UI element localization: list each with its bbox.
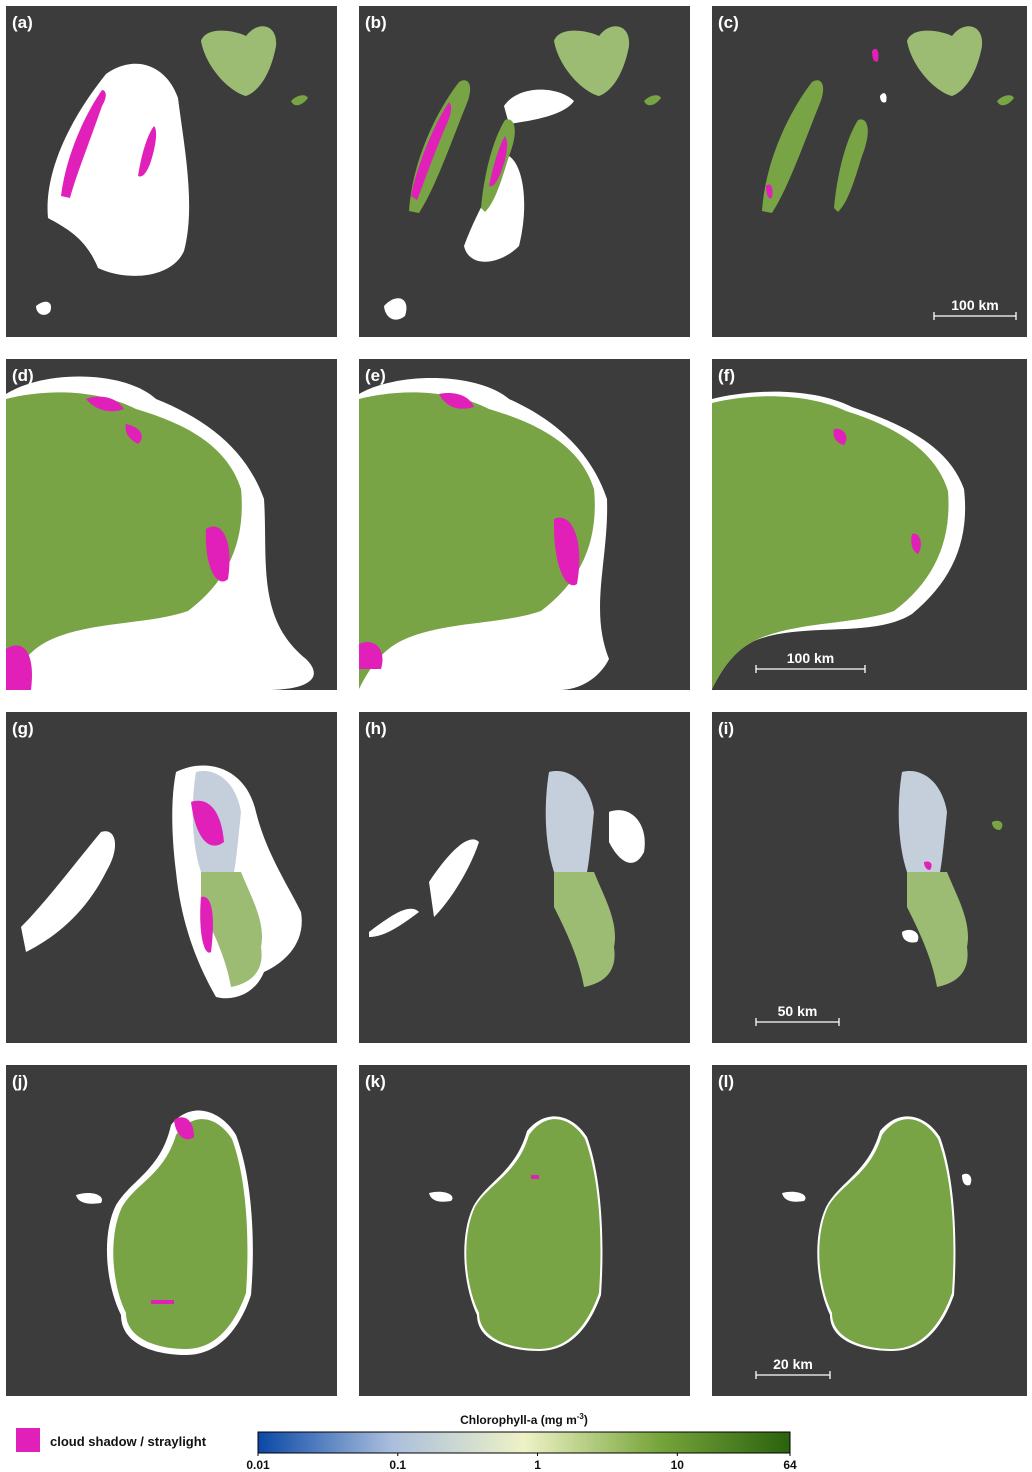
straylight-patch	[151, 1300, 174, 1304]
panel-label: (k)	[365, 1072, 386, 1091]
colorbar-tick-label: 10	[671, 1458, 685, 1472]
colorbar	[258, 1432, 790, 1453]
scale-bar-label: 50 km	[778, 1003, 818, 1019]
scale-bar-label: 100 km	[787, 650, 834, 666]
panel: (l) 20 km	[712, 1065, 1027, 1396]
panel-label: (j)	[12, 1072, 28, 1091]
panel: (k)	[359, 1065, 690, 1396]
panel: (d)	[6, 359, 337, 690]
panel-label: (a)	[12, 13, 33, 32]
panel-label: (d)	[12, 366, 34, 385]
scale-bar-label: 20 km	[773, 1356, 813, 1372]
panel: (i) 50 km	[712, 712, 1027, 1043]
panel-label: (b)	[365, 13, 387, 32]
colorbar-tick-label: 1	[534, 1458, 541, 1472]
panel-label: (e)	[365, 366, 386, 385]
legend-swatch	[16, 1428, 40, 1452]
panel-background	[6, 712, 337, 1043]
straylight-patch	[531, 1175, 539, 1179]
panel-label: (c)	[718, 13, 739, 32]
colorbar-tick-label: 0.01	[246, 1458, 270, 1472]
colorbar-title-part: Chlorophyll-a (mg m	[460, 1413, 577, 1427]
colorbar-title: Chlorophyll-a (mg m-3)	[460, 1412, 588, 1427]
panel-label: (g)	[12, 719, 34, 738]
panel: (j)	[6, 1065, 337, 1396]
legend-label: cloud shadow / straylight	[50, 1434, 207, 1449]
colorbar-title-part: )	[584, 1413, 588, 1427]
panel-background	[359, 6, 690, 337]
colorbar-tick-label: 64	[783, 1458, 797, 1472]
panel: (b)	[359, 6, 690, 337]
panel: (h)	[359, 712, 690, 1043]
panel: (f) 100 km	[712, 359, 1027, 690]
panel: (a)	[6, 6, 337, 337]
panel: (g)	[6, 712, 337, 1043]
figure: (a) (b) (c) 100 km (d) (e) (f) 100 km (g) (h) (i) 5…	[0, 0, 1032, 1472]
scale-bar-label: 100 km	[951, 297, 998, 313]
panel: (c) 100 km	[712, 6, 1027, 337]
panel-label: (i)	[718, 719, 734, 738]
colorbar-tick-label: 0.1	[389, 1458, 406, 1472]
panel-background	[712, 712, 1027, 1043]
panel-label: (l)	[718, 1072, 734, 1091]
panel-background	[359, 712, 690, 1043]
panel-label: (f)	[718, 366, 735, 385]
panel: (e)	[359, 359, 690, 690]
panel-label: (h)	[365, 719, 387, 738]
